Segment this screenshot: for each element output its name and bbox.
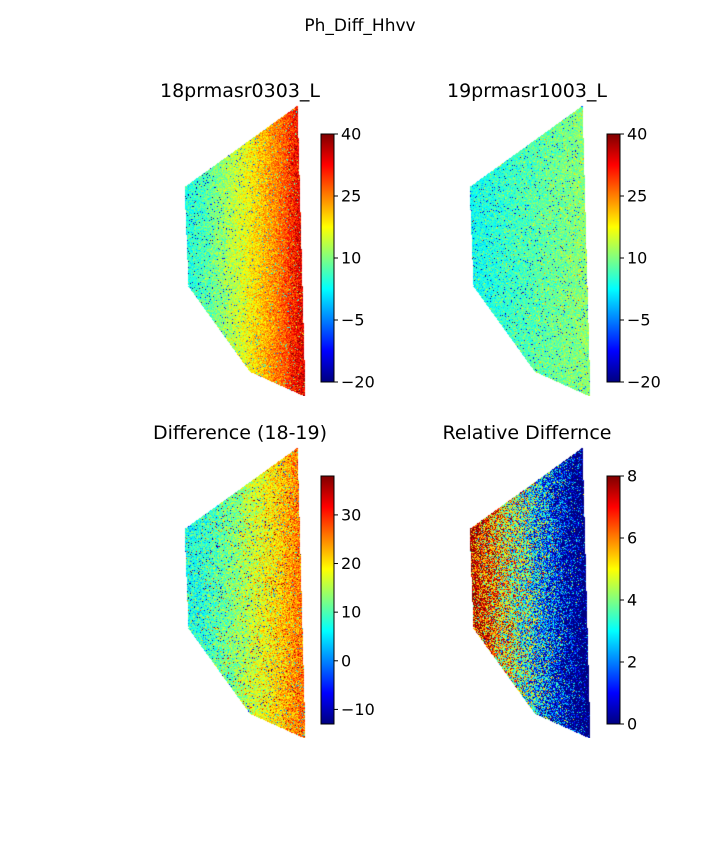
heatmap-panel-2: 19prmasr1003_L 40 25 10 −5 −20 bbox=[425, 78, 661, 408]
heatmap-panel-1: 18prmasr0303_L 40 25 10 −5 −20 bbox=[140, 78, 375, 408]
colorbar-tick-label: −20 bbox=[341, 373, 375, 392]
heatmap-image bbox=[181, 101, 306, 396]
heatmap-image bbox=[466, 101, 591, 396]
colorbar: 40 25 10 −5 −20 bbox=[320, 125, 375, 392]
colorbar: 30 20 10 0 −10 bbox=[320, 475, 375, 725]
panel-title: Difference (18-19) bbox=[152, 422, 328, 444]
colorbar-tick-label: 0 bbox=[341, 651, 351, 670]
colorbar-tick-label: 25 bbox=[627, 187, 647, 206]
colorbar: 40 25 10 −5 −20 bbox=[606, 125, 661, 392]
colorbar-tick-label: −5 bbox=[627, 311, 651, 330]
colorbar-tick-label: 2 bbox=[627, 653, 637, 672]
figure-suptitle: Ph_Diff_Hhvv bbox=[304, 16, 416, 36]
colorbar-tick-label: 10 bbox=[341, 249, 361, 268]
heatmap-panel-4: Relative Differnce 8 6 4 2 0 bbox=[425, 420, 655, 750]
colorbar-tick-label: 10 bbox=[341, 603, 361, 622]
colorbar-gradient bbox=[606, 475, 621, 725]
colorbar-tick-label: 30 bbox=[341, 505, 361, 524]
colorbar-tick-label: 40 bbox=[341, 125, 361, 144]
colorbar-tick-label: 0 bbox=[627, 715, 637, 734]
colorbar-tick-label: −10 bbox=[341, 700, 375, 719]
colorbar-tick-label: 10 bbox=[627, 249, 647, 268]
colorbar-tick-label: 20 bbox=[341, 554, 361, 573]
colorbar-gradient bbox=[320, 133, 335, 383]
panel-title: 19prmasr1003_L bbox=[446, 80, 607, 102]
colorbar: 8 6 4 2 0 bbox=[606, 467, 637, 734]
colorbar-tick-label: 4 bbox=[627, 591, 637, 610]
colorbar-tick-label: 8 bbox=[627, 467, 637, 486]
panel-title: 18prmasr0303_L bbox=[159, 80, 320, 102]
colorbar-tick-label: 6 bbox=[627, 529, 637, 548]
colorbar-gradient bbox=[320, 475, 335, 725]
heatmap-panel-3: Difference (18-19) 30 20 10 0 −10 bbox=[140, 420, 375, 750]
heatmap-image bbox=[181, 443, 306, 738]
colorbar-tick-label: 40 bbox=[627, 125, 647, 144]
colorbar-tick-label: 25 bbox=[341, 187, 361, 206]
heatmap-image bbox=[466, 443, 591, 738]
colorbar-gradient bbox=[606, 133, 621, 383]
colorbar-tick-label: −5 bbox=[341, 311, 365, 330]
colorbar-tick-label: −20 bbox=[627, 373, 661, 392]
panel-title: Relative Differnce bbox=[442, 422, 612, 444]
